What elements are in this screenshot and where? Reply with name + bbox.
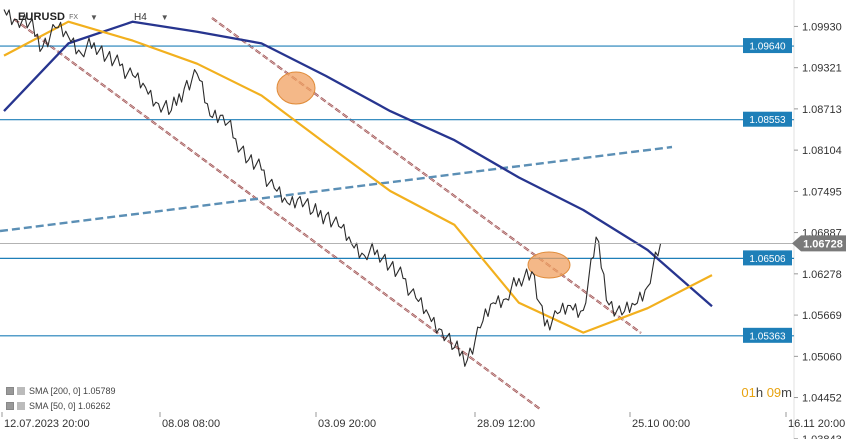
channel-lower-line-inner bbox=[13, 18, 541, 410]
countdown-minutes: 09 bbox=[766, 385, 782, 400]
market-label: FX bbox=[69, 13, 79, 21]
y-tick-label: 1.05669 bbox=[802, 310, 842, 322]
current-price-tag bbox=[792, 235, 846, 252]
legend-sma50-label: SMA [50, 0] 1.06262 bbox=[29, 401, 111, 411]
time-axis: 12.07.2023 20:00 08.08 08:00 03.09 20:00 28… bbox=[1, 412, 845, 430]
countdown-hours-unit: h bbox=[755, 385, 764, 400]
current-price-label: 1.06728 bbox=[803, 238, 843, 250]
y-tick-label: 1.09930 bbox=[802, 21, 842, 33]
y-tick-label: 1.06278 bbox=[802, 269, 842, 281]
y-tick-label: 1.04452 bbox=[802, 393, 842, 405]
candle-countdown: 01h 09m bbox=[741, 385, 792, 400]
channel-upper-line-inner bbox=[211, 17, 642, 334]
current-price-marker: 1.06728 bbox=[0, 235, 846, 252]
timeframe-label: H4 bbox=[134, 11, 147, 23]
y-tick-label: 1.05060 bbox=[802, 351, 842, 363]
level-label-box bbox=[743, 250, 792, 266]
level-label: 1.06506 bbox=[749, 254, 786, 265]
price-line[interactable] bbox=[3, 9, 662, 367]
y-tick-label: 1.08104 bbox=[802, 145, 842, 157]
level-label: 1.05363 bbox=[749, 331, 786, 342]
x-tick-label: 08.08 08:00 bbox=[162, 418, 220, 430]
x-tick-label: 12.07.2023 20:00 bbox=[4, 418, 90, 430]
price-axis: 1.099301.093211.087131.081041.074951.068… bbox=[794, 21, 842, 439]
x-tick-label: 16.11 20:00 bbox=[788, 418, 845, 430]
timeframe-selector[interactable]: H4 ▼ bbox=[134, 9, 169, 25]
legend-sma50[interactable]: SMA [50, 0] 1.06262 bbox=[6, 401, 111, 411]
y-tick-label: 1.03843 bbox=[802, 434, 842, 439]
indicator-toggle-icon[interactable] bbox=[6, 387, 14, 395]
countdown-minutes-unit: m bbox=[781, 385, 792, 400]
indicator-settings-icon[interactable] bbox=[17, 402, 25, 410]
x-tick-label: 03.09 20:00 bbox=[318, 418, 376, 430]
legend-sma200[interactable]: SMA [200, 0] 1.05789 bbox=[6, 386, 116, 396]
sma50-line[interactable] bbox=[3, 20, 713, 334]
highlight-zone-upper bbox=[276, 71, 316, 105]
symbol-selector[interactable]: EURUSD FX ▼ bbox=[0, 9, 98, 25]
indicator-toggle-icon[interactable] bbox=[6, 402, 14, 410]
chevron-down-icon[interactable]: ▼ bbox=[160, 12, 169, 22]
countdown-hours: 01 bbox=[741, 385, 756, 400]
level-label: 1.08553 bbox=[749, 115, 786, 126]
level-label-box bbox=[743, 111, 792, 127]
legend-sma200-label: SMA [200, 0] 1.05789 bbox=[29, 386, 116, 396]
highlight-zone-lower bbox=[527, 251, 571, 279]
level-label-box bbox=[743, 327, 792, 343]
chevron-down-icon[interactable]: ▼ bbox=[90, 12, 98, 22]
x-tick-label: 28.09 12:00 bbox=[477, 418, 535, 430]
indicator-settings-icon[interactable] bbox=[17, 387, 25, 395]
y-tick-label: 1.09321 bbox=[802, 63, 842, 75]
sma200-line[interactable] bbox=[3, 20, 713, 308]
level-label: 1.09640 bbox=[749, 42, 786, 53]
symbol-label: EURUSD bbox=[18, 11, 66, 23]
y-tick-label: 1.07495 bbox=[802, 186, 842, 198]
rising-trendline[interactable] bbox=[0, 145, 673, 233]
level-label-box bbox=[743, 38, 792, 54]
y-tick-label: 1.08713 bbox=[802, 104, 842, 116]
x-tick-label: 25.10 00:00 bbox=[632, 418, 690, 430]
horizontal-levels[interactable]: 1.09640 1.08553 1.06506 1.05363 bbox=[0, 38, 794, 343]
